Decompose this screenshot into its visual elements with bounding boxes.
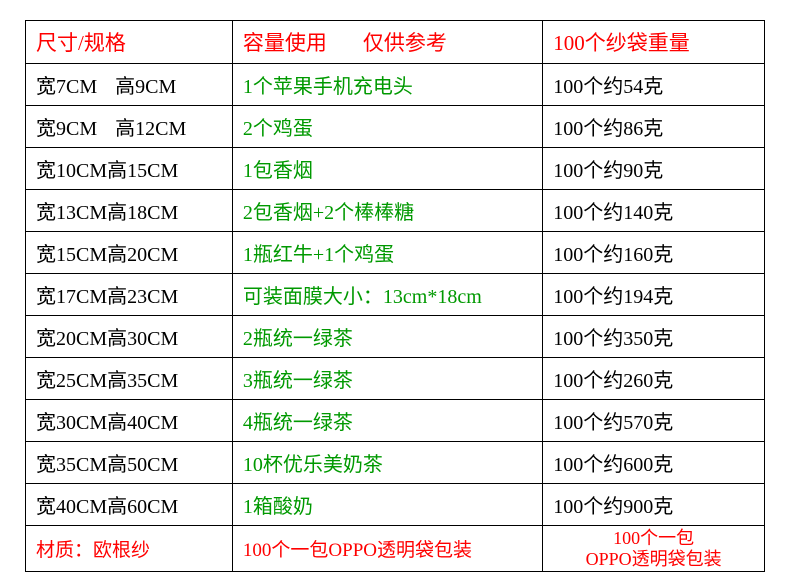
size-h: 高35CM — [107, 370, 178, 392]
weight-cell: 100个约86克 — [543, 106, 765, 148]
size-cell: 宽17CM高23CM — [26, 274, 233, 316]
header-capacity-a: 容量使用 — [243, 31, 327, 55]
size-h: 高18CM — [107, 202, 178, 224]
size-cell: 宽35CM高50CM — [26, 442, 233, 484]
table-row: 宽15CM高20CM 1瓶红牛+1个鸡蛋 100个约160克 — [26, 232, 765, 274]
table-row: 宽20CM高30CM 2瓶统一绿茶 100个约350克 — [26, 316, 765, 358]
weight-cell: 100个约160克 — [543, 232, 765, 274]
table-footer-row: 材质：欧根纱 100个一包OPPO透明袋包装 100个一包 OPPO透明袋包装 — [26, 526, 765, 572]
size-h: 高40CM — [107, 412, 178, 434]
size-w: 宽17CM — [36, 286, 107, 308]
size-cell: 宽9CM 高12CM — [26, 106, 233, 148]
size-w: 宽7CM — [36, 76, 97, 98]
table-row: 宽13CM高18CM 2包香烟+2个棒棒糖 100个约140克 — [26, 190, 765, 232]
size-h: 高60CM — [107, 496, 178, 518]
header-weight: 100个纱袋重量 — [543, 21, 765, 64]
capacity-cell: 2瓶统一绿茶 — [232, 316, 542, 358]
table-row: 宽30CM高40CM 4瓶统一绿茶 100个约570克 — [26, 400, 765, 442]
table-row: 宽35CM高50CM 10杯优乐美奶茶 100个约600克 — [26, 442, 765, 484]
size-w: 宽20CM — [36, 328, 107, 350]
size-cell: 宽7CM 高9CM — [26, 64, 233, 106]
size-w: 宽13CM — [36, 202, 107, 224]
capacity-cell: 10杯优乐美奶茶 — [232, 442, 542, 484]
size-w: 宽35CM — [36, 454, 107, 476]
size-h: 高9CM — [115, 76, 176, 98]
weight-cell: 100个约900克 — [543, 484, 765, 526]
header-size: 尺寸/规格 — [26, 21, 233, 64]
size-cell: 宽30CM高40CM — [26, 400, 233, 442]
capacity-cell: 2个鸡蛋 — [232, 106, 542, 148]
table-row: 宽17CM高23CM 可装面膜大小：13cm*18cm 100个约194克 — [26, 274, 765, 316]
header-capacity: 容量使用 仅供参考 — [232, 21, 542, 64]
size-h: 高23CM — [107, 286, 178, 308]
table-row: 宽40CM高60CM 1箱酸奶 100个约900克 — [26, 484, 765, 526]
capacity-cell: 1瓶红牛+1个鸡蛋 — [232, 232, 542, 274]
capacity-cell: 1个苹果手机充电头 — [232, 64, 542, 106]
weight-cell: 100个约90克 — [543, 148, 765, 190]
size-w: 宽30CM — [36, 412, 107, 434]
size-cell: 宽40CM高60CM — [26, 484, 233, 526]
footer-material: 材质：欧根纱 — [26, 526, 233, 572]
table-row: 宽10CM高15CM 1包香烟 100个约90克 — [26, 148, 765, 190]
header-capacity-b: 仅供参考 — [363, 31, 447, 55]
size-h: 高15CM — [107, 160, 178, 182]
size-h: 高20CM — [107, 244, 178, 266]
weight-cell: 100个约570克 — [543, 400, 765, 442]
size-cell: 宽13CM高18CM — [26, 190, 233, 232]
weight-cell: 100个约600克 — [543, 442, 765, 484]
size-cell: 宽25CM高35CM — [26, 358, 233, 400]
weight-cell: 100个约260克 — [543, 358, 765, 400]
size-w: 宽9CM — [36, 118, 97, 140]
capacity-cell: 1包香烟 — [232, 148, 542, 190]
footer-line2: OPPO透明袋包装 — [586, 549, 722, 569]
capacity-cell: 1箱酸奶 — [232, 484, 542, 526]
capacity-cell: 可装面膜大小：13cm*18cm — [232, 274, 542, 316]
size-w: 宽25CM — [36, 370, 107, 392]
table-header-row: 尺寸/规格 容量使用 仅供参考 100个纱袋重量 — [26, 21, 765, 64]
footer-packaging-2: 100个一包 OPPO透明袋包装 — [543, 526, 765, 572]
weight-cell: 100个约140克 — [543, 190, 765, 232]
size-h: 高50CM — [107, 454, 178, 476]
size-h: 高30CM — [107, 328, 178, 350]
size-cell: 宽15CM高20CM — [26, 232, 233, 274]
footer-line1: 100个一包 — [613, 528, 694, 548]
size-cell: 宽20CM高30CM — [26, 316, 233, 358]
size-h: 高12CM — [115, 118, 186, 140]
table-row: 宽9CM 高12CM 2个鸡蛋 100个约86克 — [26, 106, 765, 148]
size-w: 宽15CM — [36, 244, 107, 266]
table-row: 宽25CM高35CM 3瓶统一绿茶 100个约260克 — [26, 358, 765, 400]
size-cell: 宽10CM高15CM — [26, 148, 233, 190]
spec-table: 尺寸/规格 容量使用 仅供参考 100个纱袋重量 宽7CM 高9CM 1个苹果手机充… — [25, 20, 765, 572]
capacity-cell: 2包香烟+2个棒棒糖 — [232, 190, 542, 232]
footer-packaging: 100个一包OPPO透明袋包装 — [232, 526, 542, 572]
table-row: 宽7CM 高9CM 1个苹果手机充电头 100个约54克 — [26, 64, 765, 106]
capacity-cell: 3瓶统一绿茶 — [232, 358, 542, 400]
size-w: 宽40CM — [36, 496, 107, 518]
weight-cell: 100个约350克 — [543, 316, 765, 358]
size-w: 宽10CM — [36, 160, 107, 182]
capacity-cell: 4瓶统一绿茶 — [232, 400, 542, 442]
weight-cell: 100个约194克 — [543, 274, 765, 316]
weight-cell: 100个约54克 — [543, 64, 765, 106]
